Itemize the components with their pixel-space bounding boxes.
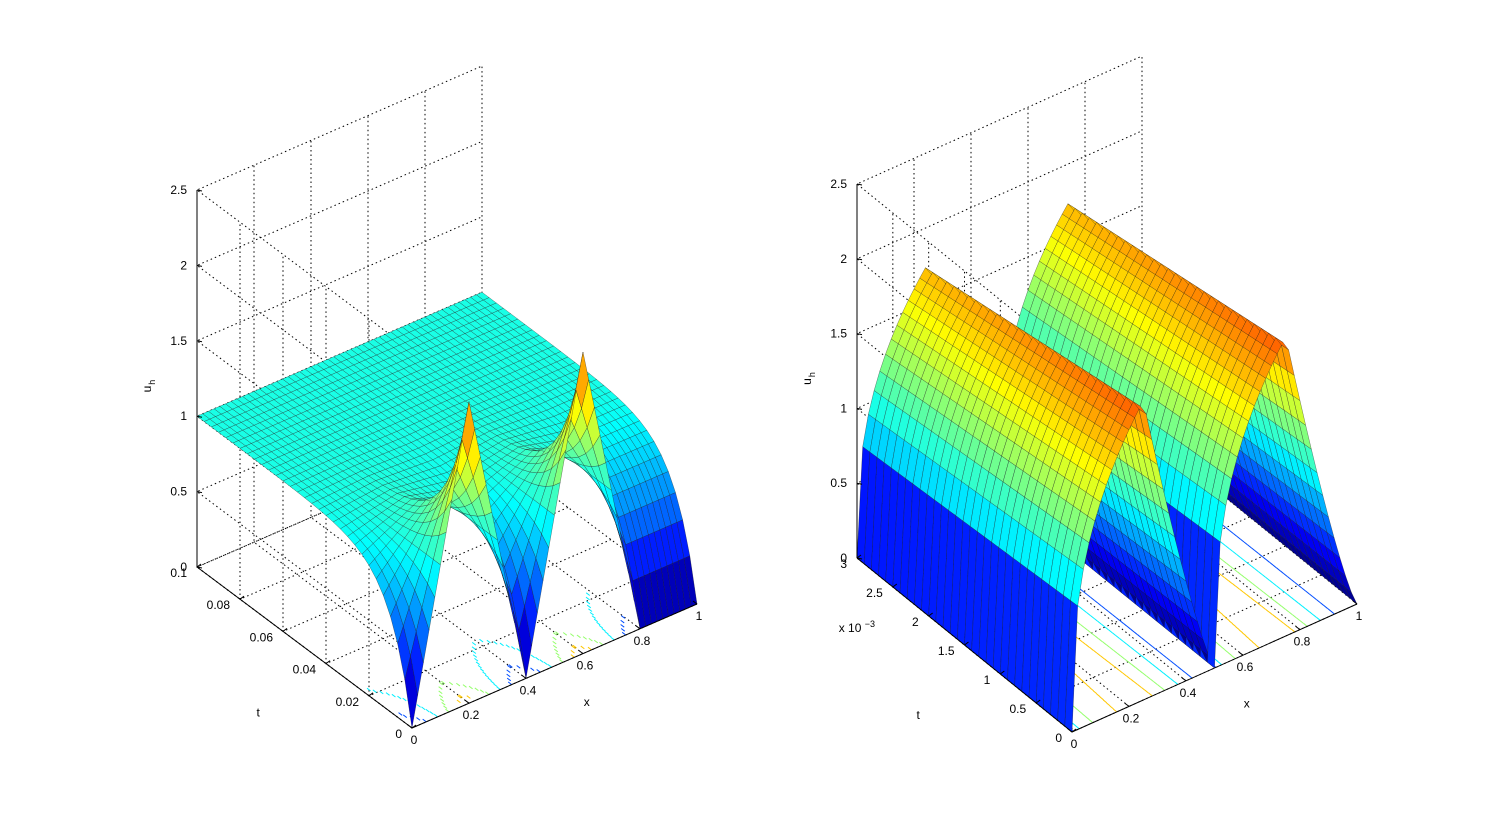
y-tick-label: 0 — [1055, 731, 1062, 745]
z-axis-label: uh — [800, 372, 817, 385]
surface-mesh — [196, 292, 698, 729]
x-tick-label: 1 — [696, 609, 703, 623]
y-tick-label: 1 — [984, 673, 991, 687]
z-tick-label: 2.5 — [830, 177, 847, 191]
z-tick-label: 0 — [840, 551, 847, 565]
x-tick-label: 1 — [1356, 609, 1363, 623]
z-tick-label: 2 — [840, 252, 847, 266]
z-axis-label-subscript: h — [147, 380, 157, 385]
z-tick-label: 2.5 — [170, 183, 187, 197]
y-axis-label: t — [917, 708, 921, 722]
x-tick-label: 0.2 — [463, 708, 480, 722]
z-tick-label: 0.5 — [170, 485, 187, 499]
y-tick-label: 3 — [840, 557, 847, 571]
axes: 00.20.40.60.8100.020.040.060.080.100.511… — [140, 183, 703, 747]
y-tick-label: 2.5 — [866, 586, 883, 600]
z-tick-label: 1 — [840, 401, 847, 415]
surface-mesh — [856, 203, 1358, 733]
x-tick-label: 0.4 — [1180, 686, 1197, 700]
z-tick-label: 0 — [180, 560, 187, 574]
y-tick-label: 0.06 — [250, 630, 274, 644]
y-tick-label: 0.02 — [336, 695, 360, 709]
y-axis-exponent: x 10 −3 — [839, 619, 875, 635]
axes: 00.20.40.60.8100.511.522.5300.511.522.5x… — [800, 177, 1363, 751]
y-tick-label: 2 — [912, 615, 919, 629]
z-tick-label: 1 — [180, 409, 187, 423]
z-axis-label: uh — [140, 380, 157, 393]
z-tick-label: 1.5 — [830, 327, 847, 341]
y-tick-label: 0.5 — [1009, 702, 1026, 716]
y-axis-label: t — [257, 706, 261, 720]
z-tick-label: 0.5 — [830, 476, 847, 490]
x-tick-label: 0 — [411, 733, 418, 747]
z-tick-label: 2 — [180, 258, 187, 272]
x-tick-label: 0.8 — [634, 634, 651, 648]
x-tick-label: 0.8 — [1294, 635, 1311, 649]
y-axis-exponent-power: −3 — [865, 619, 875, 629]
x-tick-label: 0.6 — [1237, 660, 1254, 674]
y-tick-label: 1.5 — [938, 644, 955, 658]
y-tick-label: 0 — [395, 727, 402, 741]
x-tick-label: 0.2 — [1123, 711, 1140, 725]
x-axis-label: x — [584, 695, 590, 709]
z-axis-label-subscript: h — [807, 372, 817, 377]
x-tick-label: 0.4 — [520, 683, 537, 697]
left-surface-plot: 00.20.40.60.8100.020.040.060.080.100.511… — [140, 65, 703, 747]
x-tick-label: 0.6 — [577, 659, 594, 673]
right-surface-plot: 00.20.40.60.8100.511.522.5300.511.522.5x… — [800, 55, 1363, 751]
x-tick-label: 0 — [1071, 737, 1078, 751]
y-tick-label: 0.04 — [293, 663, 317, 677]
y-tick-label: 0.08 — [207, 598, 231, 612]
x-axis-label: x — [1244, 697, 1250, 711]
y-tick-label: 0.1 — [170, 566, 187, 580]
z-tick-label: 1.5 — [170, 334, 187, 348]
